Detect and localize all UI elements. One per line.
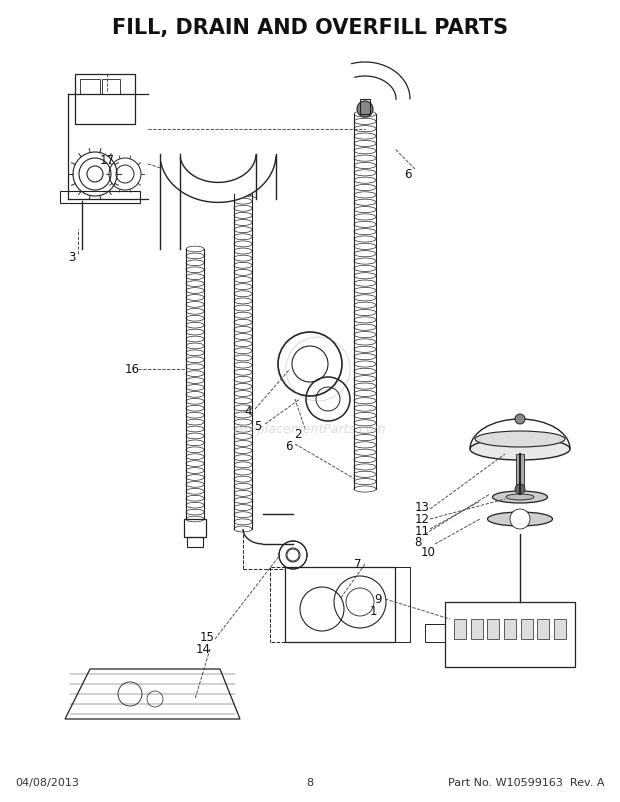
Bar: [471, 619, 482, 639]
Text: 11: 11: [415, 525, 430, 538]
Text: 12: 12: [415, 512, 430, 526]
Text: 8: 8: [306, 777, 314, 787]
Bar: [445, 602, 575, 666]
Text: 15: 15: [200, 630, 215, 644]
Bar: [360, 100, 370, 115]
Bar: [487, 619, 499, 639]
Text: 3: 3: [68, 251, 76, 264]
Circle shape: [515, 415, 525, 424]
Bar: [80, 80, 100, 95]
Text: 9: 9: [374, 593, 382, 606]
Text: eReplacementParts.com: eReplacementParts.com: [234, 423, 386, 436]
Bar: [521, 619, 533, 639]
Text: 7: 7: [354, 558, 361, 571]
Text: 17: 17: [99, 153, 115, 166]
Polygon shape: [160, 155, 180, 249]
Bar: [184, 520, 206, 537]
Polygon shape: [161, 156, 276, 203]
Ellipse shape: [470, 439, 570, 460]
Text: 2: 2: [294, 428, 302, 441]
Text: FILL, DRAIN AND OVERFILL PARTS: FILL, DRAIN AND OVERFILL PARTS: [112, 18, 508, 38]
Text: 6: 6: [404, 168, 412, 180]
Bar: [102, 80, 120, 95]
Text: 5: 5: [254, 420, 262, 433]
Ellipse shape: [506, 494, 534, 500]
Text: 4: 4: [244, 405, 252, 418]
Text: 04/08/2013: 04/08/2013: [15, 777, 79, 787]
Ellipse shape: [492, 492, 547, 504]
Text: 16: 16: [125, 363, 140, 376]
Bar: [75, 75, 135, 125]
Ellipse shape: [487, 512, 552, 526]
Ellipse shape: [475, 431, 565, 448]
Text: Part No. W10599163  Rev. A: Part No. W10599163 Rev. A: [448, 777, 605, 787]
Bar: [60, 192, 140, 204]
Polygon shape: [352, 63, 410, 100]
Text: 13: 13: [415, 501, 430, 514]
Bar: [516, 455, 524, 494]
Bar: [285, 567, 395, 642]
Bar: [425, 624, 445, 642]
Bar: [504, 619, 516, 639]
Text: 1: 1: [370, 605, 377, 618]
Bar: [554, 619, 566, 639]
Text: 10: 10: [420, 546, 435, 559]
Text: 14: 14: [195, 642, 211, 656]
Text: 8: 8: [414, 536, 422, 549]
Bar: [538, 619, 549, 639]
Polygon shape: [256, 155, 276, 200]
Circle shape: [510, 509, 530, 529]
Bar: [187, 537, 203, 547]
Circle shape: [515, 484, 525, 494]
Bar: [454, 619, 466, 639]
Circle shape: [357, 102, 373, 118]
Text: 6: 6: [285, 440, 293, 453]
